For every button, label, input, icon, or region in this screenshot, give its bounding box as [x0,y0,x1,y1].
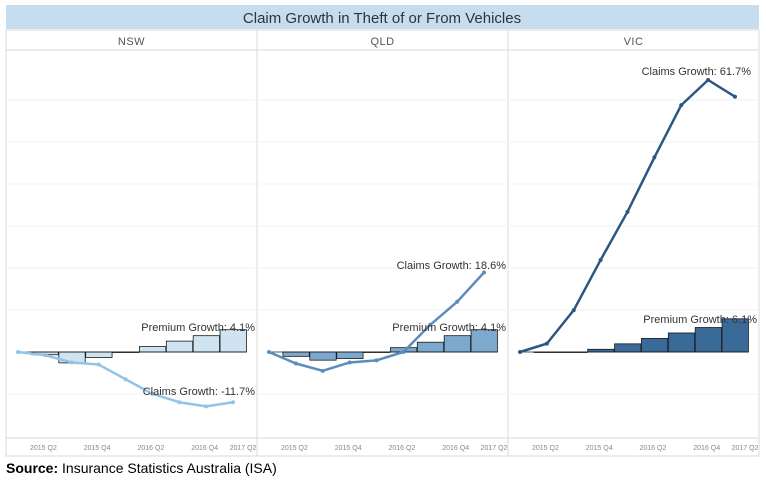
claims-point [625,209,630,214]
x-tick-label: 2016 Q4 [191,445,218,452]
panel-header: VIC [624,36,644,48]
claims-point [231,400,235,405]
premium-bar [721,318,749,353]
claims-line [519,78,736,354]
premium-bar [309,351,337,361]
x-tick-label: 2016 Q2 [640,445,667,452]
claims-point [293,361,298,366]
claims-point [733,94,737,99]
premium-bar [443,335,471,353]
claims-label: Claims Growth: 18.6% [397,260,507,272]
chart: Claim Growth in Theft of or From Vehicle… [5,5,760,457]
claims-point [42,353,47,358]
premium-label: Premium Growth: 4.1% [141,322,255,334]
premium-bar [85,351,113,358]
claims-point [374,358,379,363]
claims-point [706,78,711,82]
title-bar [6,5,759,29]
claims-point [428,322,433,327]
claims-point [347,360,352,365]
chart-frame [5,29,760,457]
x-tick-label: 2017 Q2 [732,445,759,452]
claims-point [652,155,657,160]
panel-header: QLD [370,36,394,48]
x-tick-label: 2016 Q2 [389,445,416,452]
claims-point [150,391,155,396]
premium-bar [282,351,310,357]
x-tick-label: 2015 Q2 [30,445,57,452]
claims-point [482,270,486,275]
claims-point [544,341,549,346]
premium-bar [139,346,167,353]
claims-point [518,350,522,354]
claims-point [455,299,460,304]
x-tick-label: 2015 Q4 [335,445,362,452]
premium-bar [192,335,220,353]
claims-point [598,257,603,262]
x-tick-label: 2015 Q2 [281,445,308,452]
panel-nsw: NSW Claims Growth: -11.7% Premium Growth: … [8,36,257,452]
claims-point [320,368,325,373]
premium-bar [667,332,696,353]
claims-point [69,360,74,365]
panels: NSW Claims Growth: -11.7% Premium Growth: … [5,29,760,457]
source-text: Insurance Statistics Australia (ISA) [62,460,277,476]
premium-bar [165,340,194,353]
x-tick-label: 2016 Q4 [693,445,720,452]
source-note: Source: Insurance Statistics Australia (… [6,460,277,476]
claims-point [204,404,209,409]
premium-bar [336,351,364,359]
x-tick-label: 2017 Q2 [230,445,257,452]
claims-point [267,350,271,354]
panel-qld: QLD Claims Growth: 18.6% Premium Growth: 4… [256,30,508,456]
claims-point [401,350,406,354]
premium-label: Premium Growth: 4.1% [392,322,506,334]
claims-point [571,308,576,313]
claims-label: Claims Growth: -11.7% [143,386,255,398]
x-tick-label: 2016 Q4 [442,445,469,452]
x-tick-label: 2015 Q4 [84,445,111,452]
claims-point [96,362,101,367]
premium-bar [416,341,445,353]
claims-point [177,400,182,405]
x-tick-label: 2015 Q4 [586,445,613,452]
x-tick-label: 2017 Q2 [481,445,508,452]
premium-bar [694,327,722,353]
claims-label: Claims Growth: 61.7% [642,66,752,78]
chart-title: Claim Growth in Theft of or From Vehicle… [243,10,521,27]
source-label: Source: [6,460,59,476]
premium-bar [587,348,615,353]
panel-vic: VIC Claims Growth: 61.7% Premium Growth: 6… [507,30,759,456]
claims-point [123,377,128,382]
panel-header: NSW [118,36,145,48]
premium-label: Premium Growth: 6.1% [643,314,757,326]
x-tick-label: 2016 Q2 [138,445,165,452]
premium-bar [641,337,669,353]
claims-point [16,350,20,354]
x-tick-label: 2015 Q2 [532,445,559,452]
claims-point [679,103,684,108]
premium-bar [614,343,642,353]
